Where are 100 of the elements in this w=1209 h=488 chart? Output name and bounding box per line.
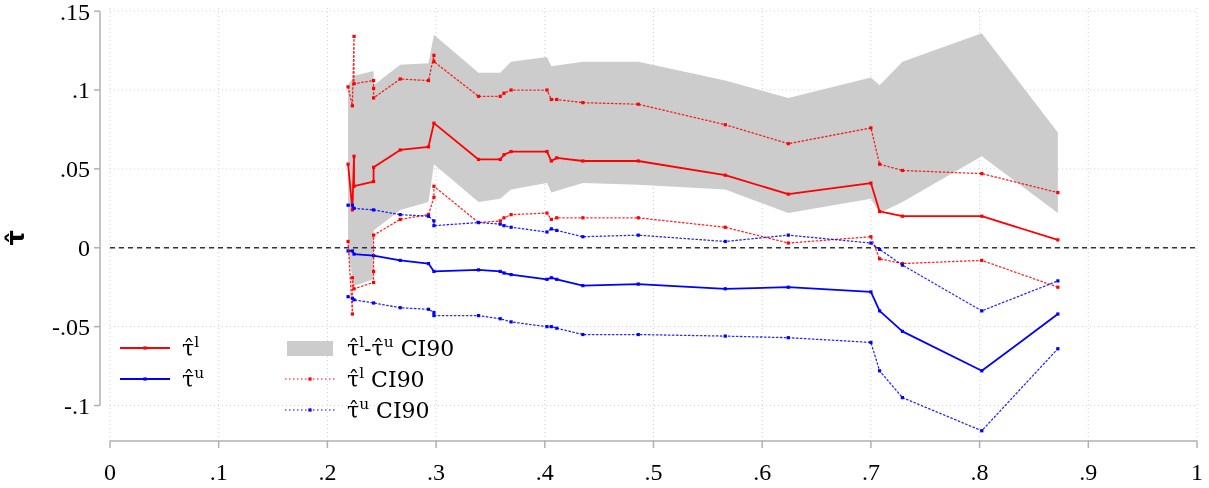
point [432,195,436,199]
point [509,225,513,229]
y-tick-label: .05 [60,156,90,183]
legend-label: τ̂$^{l}$ [182,333,200,361]
point [476,314,481,318]
point [549,227,553,231]
point [398,213,402,217]
point [549,276,553,280]
point [555,97,559,102]
point [900,396,905,400]
point [723,334,727,338]
point [786,241,790,245]
point [878,309,882,313]
point [723,225,727,229]
point [869,290,873,294]
legend-label: τ̂$^{l}$ CI90 [347,364,425,392]
point [350,312,354,316]
point [346,295,350,299]
legend-label: τ̂$^{l}$-τ̂$^{u}$ CI90 [347,333,455,361]
point [498,157,502,162]
point [549,97,553,102]
point [545,149,549,154]
point [350,249,354,253]
point [432,60,436,64]
point [869,235,873,239]
point [372,86,376,91]
point [426,261,431,266]
point [1056,285,1060,289]
point [545,88,549,92]
point [980,429,984,433]
point [1056,190,1060,195]
point [476,94,481,98]
point [1056,312,1060,316]
point [869,340,873,345]
point [509,149,513,154]
point [878,247,882,251]
point [498,94,502,98]
legend-label: τ̂$^{u}$ CI90 [347,395,430,423]
point [426,307,431,311]
x-tick-label: .8 [970,459,989,485]
point [636,332,640,337]
point [350,203,354,207]
point [980,172,984,176]
point [786,192,790,196]
point [476,157,481,162]
point [432,314,436,318]
point [545,211,549,215]
point [555,156,559,160]
point [432,269,436,274]
y-axis-title: τ̂ [2,230,30,246]
point [581,216,585,220]
point [426,78,431,83]
point [636,159,640,163]
x-tick-label: .5 [644,459,663,485]
point [352,82,356,86]
point [432,121,436,125]
point [786,285,790,289]
point [869,126,873,130]
point [509,213,513,217]
point [346,162,350,166]
point [372,269,376,274]
point [372,208,376,212]
point [502,224,506,228]
point [786,233,790,237]
point [346,203,350,207]
point [636,216,640,220]
point [1056,347,1060,351]
point [900,168,905,173]
point [545,325,549,329]
point [398,306,402,310]
point [398,148,402,152]
legend-label: τ̂$^{u}$ [182,364,205,392]
x-tick-label: .9 [1079,459,1098,485]
point [980,214,984,218]
x-tick-label: .4 [535,459,554,485]
point [581,284,585,288]
point [549,217,553,221]
point [878,369,882,373]
point [555,326,559,330]
point [352,184,356,188]
y-tick-label: -.1 [64,392,90,419]
point [350,104,354,108]
x-tick-label: 0 [104,459,116,485]
point [549,159,553,163]
point [980,258,984,262]
x-tick-label: 1 [1191,459,1203,485]
point [549,325,553,329]
x-tick-label: .2 [318,459,337,485]
point [346,85,350,89]
point [372,301,376,305]
point [509,272,513,277]
point [869,181,873,185]
x-tick-label: .7 [861,459,880,485]
point [432,53,436,57]
point [352,34,356,38]
point [372,280,376,285]
y-tick-label: -.05 [52,314,90,341]
point [869,241,873,245]
point [980,309,984,313]
point [636,282,640,286]
